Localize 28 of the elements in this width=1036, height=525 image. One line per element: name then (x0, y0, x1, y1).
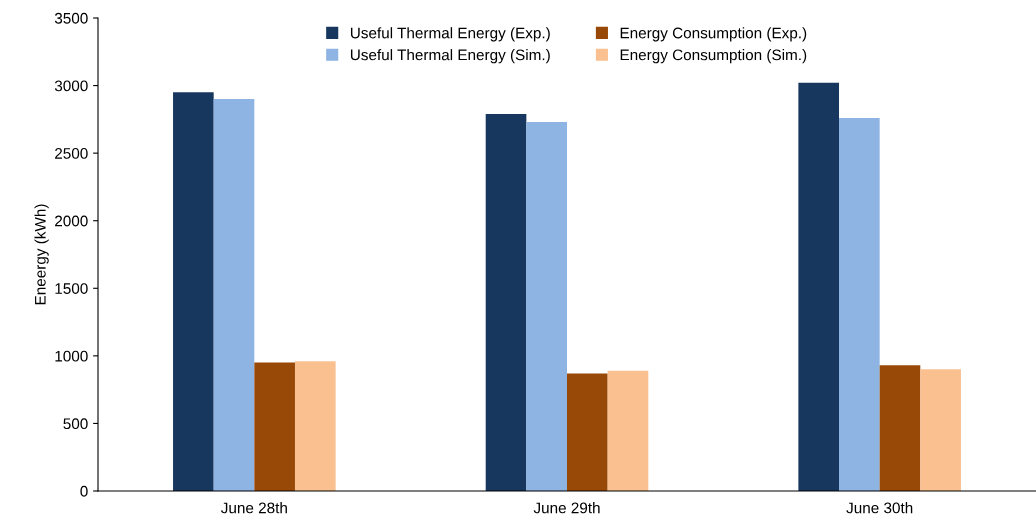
bar (798, 82, 840, 491)
x-tick-label: June 29th (533, 502, 600, 514)
bar (567, 373, 608, 491)
bar (526, 122, 567, 491)
bar (254, 362, 295, 491)
bar (173, 92, 214, 491)
bar (607, 370, 649, 491)
bar (879, 365, 921, 491)
legend-label: Energy Consumption (Exp.) (620, 27, 807, 42)
x-tick-label: June 30th (846, 502, 913, 514)
y-tick-label: 1000 (55, 350, 88, 362)
y-tick-label: 2000 (55, 215, 88, 227)
y-tick-label: 500 (63, 418, 88, 430)
bar (485, 113, 527, 491)
legend-label: Useful Thermal Energy (Exp.) (350, 27, 550, 42)
y-tick-label: 0 (80, 485, 88, 497)
y-tick-label: 3000 (54, 80, 88, 92)
legend-label: Energy Consumption (Sim.) (620, 49, 807, 64)
y-tick-label: 1500 (55, 283, 88, 294)
bar (920, 369, 961, 491)
bar (294, 361, 336, 491)
y-tick-label: 3500 (54, 12, 88, 24)
y-axis-title: Eneergy (kWh) (34, 204, 49, 305)
x-tick-label: June 28th (221, 502, 287, 514)
bar (839, 118, 880, 491)
y-tick-label: 2500 (55, 148, 88, 159)
legend-label: Useful Thermal Energy (Sim.) (350, 49, 550, 64)
bar (213, 99, 255, 491)
